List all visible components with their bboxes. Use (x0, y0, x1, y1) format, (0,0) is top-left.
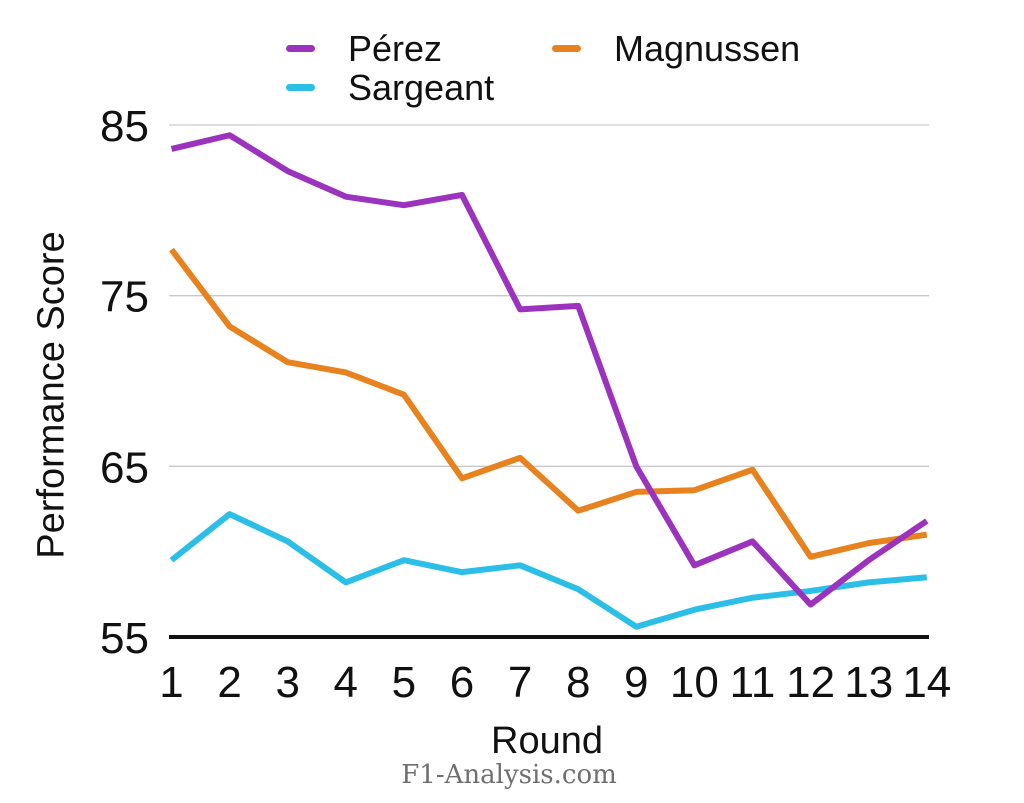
x-tick-label-7: 7 (508, 658, 532, 707)
series-line-magnussen (169, 247, 928, 560)
x-tick-label-13: 13 (844, 658, 893, 707)
x-tick-label-3: 3 (275, 658, 299, 707)
watermark: F1-Analysis.com (401, 760, 617, 790)
x-tick-label-4: 4 (334, 658, 358, 707)
legend-swatch-sargeant (286, 84, 315, 91)
x-tick-label-2: 2 (217, 658, 241, 707)
x-tick-label-10: 10 (670, 658, 719, 707)
x-tick-label-5: 5 (392, 658, 416, 707)
y-axis-title: Performance Score (30, 231, 73, 559)
y-tick-label-55: 55 (100, 614, 149, 663)
y-tick-label-75: 75 (100, 273, 149, 322)
series-line-perez (170, 132, 929, 608)
y-tick-label-85: 85 (100, 102, 149, 151)
x-tick-label-11: 11 (730, 658, 776, 707)
x-tick-label-14: 14 (902, 658, 951, 707)
chart-legend: Pérez Magnussen Sargeant (286, 29, 800, 107)
legend-label-sargeant: Sargeant (348, 66, 495, 108)
legend-label-perez: Pérez (348, 27, 443, 69)
x-tick-label-6: 6 (450, 658, 474, 707)
legend-swatch-magnussen (552, 45, 581, 52)
y-tick-label-65: 65 (100, 443, 149, 492)
x-axis-title: Round (491, 720, 603, 762)
legend-item-perez: Pérez (286, 27, 552, 69)
legend-label-magnussen: Magnussen (614, 27, 801, 69)
x-tick-label-9: 9 (624, 658, 648, 707)
legend-item-magnussen: Magnussen (552, 27, 801, 69)
legend-swatch-perez (286, 45, 315, 52)
series-line-sargeant (169, 511, 928, 630)
legend-item-sargeant: Sargeant (286, 66, 552, 108)
x-tick-label-1: 1 (159, 658, 183, 707)
x-tick-label-8: 8 (566, 658, 590, 707)
x-tick-label-12: 12 (786, 658, 835, 707)
